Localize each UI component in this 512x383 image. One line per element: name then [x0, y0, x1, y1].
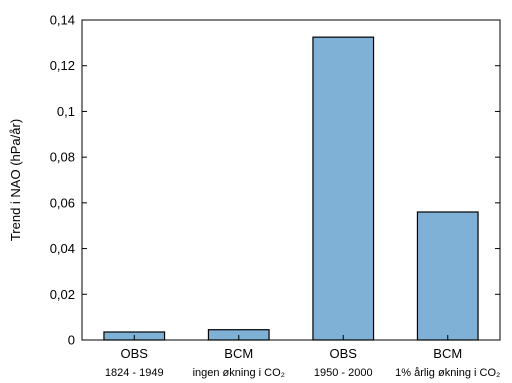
- x-tick-label: BCM: [433, 346, 462, 361]
- y-tick-label: 0,02: [50, 287, 75, 302]
- y-tick-label: 0: [68, 333, 75, 348]
- x-tick-sublabel: 1950 - 2000: [314, 367, 373, 379]
- y-ticks-group: 0 0,02 0,04 0,06 0,08 0,1 0,12 0,14: [50, 13, 500, 348]
- bar: [416, 211, 479, 341]
- y-axis-label: Trend i NAO (hPa/år): [8, 119, 23, 241]
- y-tick-label: 0,12: [50, 58, 75, 73]
- x-tick-sublabel: ingen økning i CO₂: [193, 367, 285, 379]
- y-tick-label: 0,1: [57, 104, 75, 119]
- bars-group: [103, 36, 479, 341]
- x-tick-sublabel: 1% årlig økning i CO₂: [395, 367, 500, 379]
- x-tick-sublabel: 1824 - 1949: [105, 367, 164, 379]
- x-labels-group: OBS 1824 - 1949 BCM ingen økning i CO₂ OBS 19…: [105, 335, 500, 379]
- y-tick-label: 0,06: [50, 195, 75, 210]
- x-tick-label: OBS: [330, 346, 358, 361]
- y-tick-label: 0,04: [50, 241, 75, 256]
- bar: [312, 36, 375, 341]
- y-tick-label: 0,14: [50, 13, 75, 28]
- plot-frame: [81, 19, 501, 341]
- y-tick-label: 0,08: [50, 150, 75, 165]
- x-tick-label: OBS: [121, 346, 149, 361]
- x-tick-label: BCM: [224, 346, 253, 361]
